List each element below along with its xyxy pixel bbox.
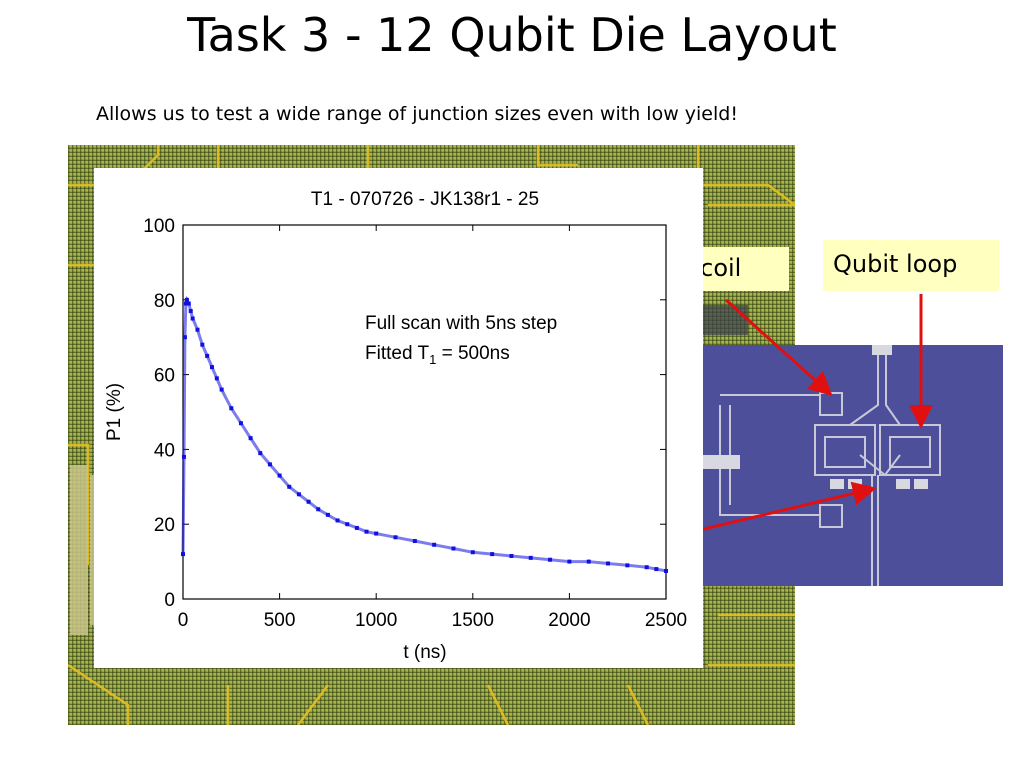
y-tick-label: 80 (154, 291, 175, 312)
data-point (184, 297, 189, 302)
chart-annotation-line1: Full scan with 5ns step (365, 313, 557, 334)
data-point (664, 568, 668, 573)
data-point (528, 555, 533, 560)
data-point (183, 301, 188, 306)
data-point (200, 342, 205, 347)
slide-subtitle: Allows us to test a wide range of juncti… (96, 103, 738, 125)
chart-title: T1 - 070726 - JK138r1 - 25 (311, 189, 539, 210)
data-trace (181, 295, 667, 573)
axis-ticks (182, 224, 667, 600)
data-point (181, 552, 185, 557)
chart-annotation-line2: Fitted T1 = 500ns (365, 343, 510, 367)
data-point (364, 529, 369, 534)
data-point (214, 376, 219, 381)
data-point (325, 512, 330, 517)
x-tick-label: 500 (264, 610, 296, 631)
data-point (229, 406, 234, 411)
data-point (188, 309, 193, 314)
data-point (548, 557, 553, 562)
data-point (567, 559, 572, 564)
x-tick-label: 2000 (548, 610, 590, 631)
data-point (432, 542, 437, 547)
data-point (205, 353, 210, 358)
data-point (451, 546, 456, 551)
t1-plot-panel: T1 - 070726 - JK138r1 - 25 0 500 1000 1500 2… (94, 168, 703, 668)
data-point (306, 499, 311, 504)
data-point (287, 484, 292, 489)
x-tick-label: 1000 (355, 610, 397, 631)
annotation-fitted-value: = 500ns (436, 343, 509, 364)
data-point (316, 507, 321, 512)
annotation-fitted-label: Fitted T (365, 343, 429, 364)
data-point (412, 539, 417, 544)
data-point (374, 531, 379, 536)
data-point (654, 567, 659, 572)
qubit-loop-label: Qubit loop (823, 240, 999, 291)
data-point (209, 365, 214, 370)
data-point (335, 518, 340, 523)
coil-label-text: s coil (692, 254, 742, 282)
data-point (296, 492, 301, 497)
y-tick-label: 60 (154, 366, 175, 387)
data-point (190, 316, 195, 321)
y-axis-label: P1 (%) (104, 383, 125, 441)
qubit-micrograph (700, 345, 1003, 586)
x-tick-label: 1500 (452, 610, 494, 631)
y-tick-label: 100 (143, 216, 175, 237)
data-point (258, 451, 263, 456)
data-point (625, 563, 630, 568)
data-point (219, 387, 224, 392)
data-point (345, 522, 350, 527)
data-point (586, 559, 591, 564)
data-point (490, 552, 495, 557)
data-point (644, 565, 649, 570)
data-point (248, 436, 253, 441)
annotation-subscript: 1 (429, 352, 436, 367)
x-tick-label: 0 (178, 610, 189, 631)
tick-labels: 0 500 1000 1500 2000 2500 0 20 40 60 80 100 (143, 216, 687, 631)
data-point (181, 454, 186, 459)
y-tick-label: 40 (154, 440, 175, 461)
y-tick-label: 0 (164, 590, 175, 611)
slide-title: Task 3 - 12 Qubit Die Layout (187, 8, 837, 62)
data-point (267, 462, 272, 467)
t1-chart: T1 - 070726 - JK138r1 - 25 0 500 1000 1500 2… (104, 189, 687, 663)
data-point (195, 327, 200, 332)
data-point (238, 421, 243, 426)
data-point (186, 301, 191, 306)
x-axis-label: t (ns) (403, 642, 446, 663)
data-point (470, 550, 475, 555)
data-point (606, 561, 611, 566)
data-points (181, 295, 668, 573)
data-point (393, 535, 398, 540)
y-tick-label: 20 (154, 515, 175, 536)
data-point (182, 335, 187, 340)
data-point (509, 553, 514, 558)
data-point (277, 473, 282, 478)
data-point (354, 525, 359, 530)
coil-label: s coil (692, 247, 789, 291)
x-tick-label: 2500 (645, 610, 687, 631)
qubit-circuit-drawing (700, 345, 941, 586)
